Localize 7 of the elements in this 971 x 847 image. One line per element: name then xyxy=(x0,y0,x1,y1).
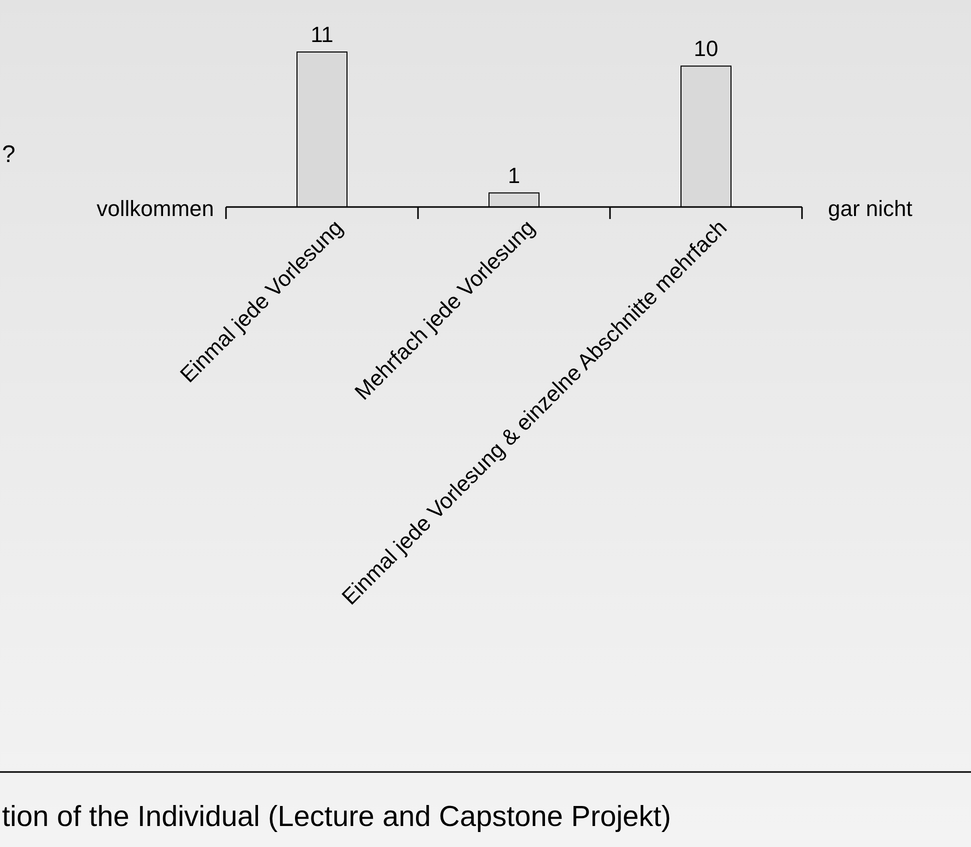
text: vollkommen xyxy=(96,196,214,221)
text: ? xyxy=(2,141,16,168)
text: gar nicht xyxy=(828,196,912,221)
text: tion of the Individual (Lecture and Capstone Projekt) xyxy=(2,801,672,833)
data-label: 11 xyxy=(310,22,334,47)
data-label: 10 xyxy=(694,36,718,62)
data-label: 1 xyxy=(508,162,520,188)
